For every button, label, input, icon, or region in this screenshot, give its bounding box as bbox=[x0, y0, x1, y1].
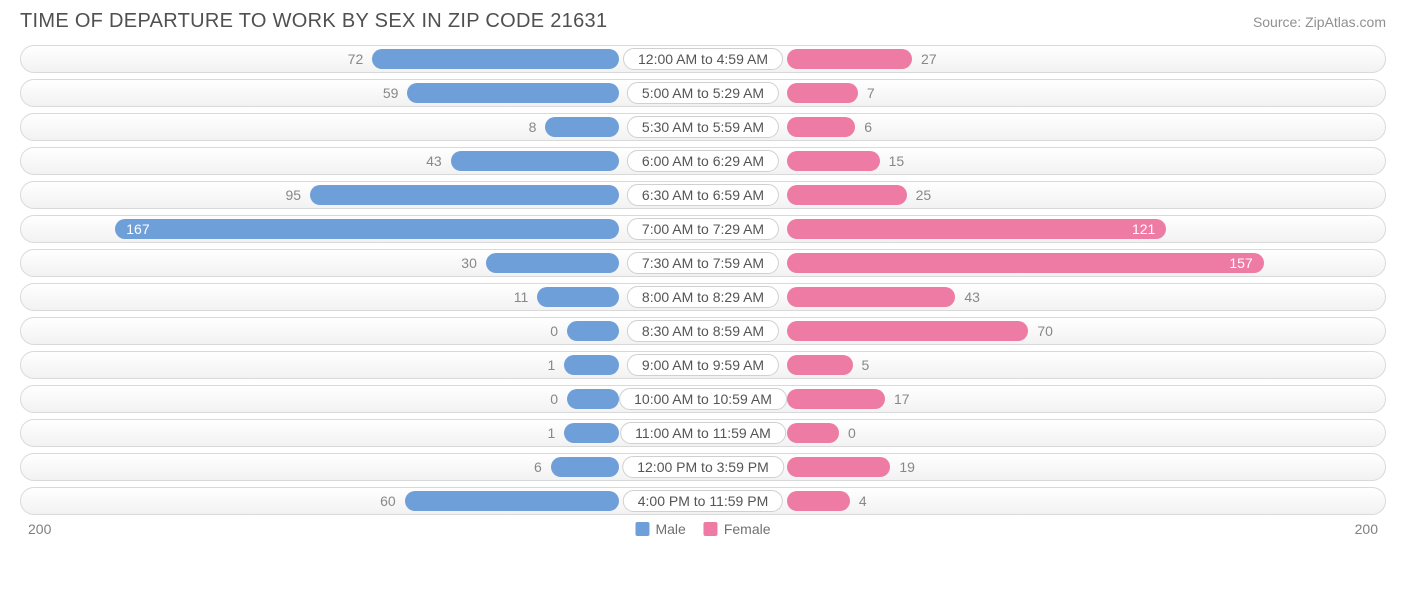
female-value: 70 bbox=[1037, 323, 1053, 339]
female-value: 6 bbox=[864, 119, 872, 135]
row-time-label: 6:30 AM to 6:59 AM bbox=[627, 184, 779, 206]
row-time-label: 7:00 AM to 7:29 AM bbox=[627, 218, 779, 240]
row-time-label: 10:00 AM to 10:59 AM bbox=[619, 388, 787, 410]
chart-row: 11 43 8:00 AM to 8:29 AM bbox=[20, 283, 1386, 311]
female-bar bbox=[787, 185, 907, 205]
chart-row: 8 6 5:30 AM to 5:59 AM bbox=[20, 113, 1386, 141]
legend-label: Female bbox=[724, 521, 771, 537]
chart-row: 43 15 6:00 AM to 6:29 AM bbox=[20, 147, 1386, 175]
male-value: 8 bbox=[529, 119, 537, 135]
male-value: 72 bbox=[348, 51, 364, 67]
legend-swatch bbox=[704, 522, 718, 536]
female-value: 4 bbox=[859, 493, 867, 509]
chart-row: 1 5 9:00 AM to 9:59 AM bbox=[20, 351, 1386, 379]
male-value: 95 bbox=[285, 187, 301, 203]
male-bar bbox=[405, 491, 619, 511]
row-time-label: 6:00 AM to 6:29 AM bbox=[627, 150, 779, 172]
female-bar bbox=[787, 389, 885, 409]
axis-row: 200 Male Female 200 bbox=[20, 521, 1386, 545]
row-time-label: 12:00 AM to 4:59 AM bbox=[623, 48, 783, 70]
row-time-label: 5:00 AM to 5:29 AM bbox=[627, 82, 779, 104]
chart-row: 0 70 8:30 AM to 8:59 AM bbox=[20, 317, 1386, 345]
female-value: 157 bbox=[1229, 255, 1252, 271]
female-bar bbox=[787, 321, 1028, 341]
male-bar bbox=[451, 151, 619, 171]
chart-row: 95 25 6:30 AM to 6:59 AM bbox=[20, 181, 1386, 209]
male-bar bbox=[564, 355, 619, 375]
male-bar bbox=[407, 83, 619, 103]
chart-row: 1 0 11:00 AM to 11:59 AM bbox=[20, 419, 1386, 447]
male-value: 0 bbox=[550, 391, 558, 407]
female-bar bbox=[787, 151, 880, 171]
female-value: 43 bbox=[964, 289, 980, 305]
female-bar bbox=[787, 219, 1166, 239]
male-bar bbox=[567, 321, 619, 341]
female-bar bbox=[787, 253, 1264, 273]
female-value: 121 bbox=[1132, 221, 1155, 237]
female-value: 5 bbox=[862, 357, 870, 373]
axis-max-left: 200 bbox=[28, 521, 51, 537]
male-bar bbox=[545, 117, 619, 137]
male-value: 6 bbox=[534, 459, 542, 475]
male-bar bbox=[115, 219, 619, 239]
row-time-label: 12:00 PM to 3:59 PM bbox=[622, 456, 784, 478]
diverging-bar-chart: 72 27 12:00 AM to 4:59 AM 59 7 5:00 AM to 5:2… bbox=[20, 45, 1386, 515]
female-bar bbox=[787, 287, 955, 307]
female-bar bbox=[787, 491, 850, 511]
row-time-label: 8:00 AM to 8:29 AM bbox=[627, 286, 779, 308]
female-value: 7 bbox=[867, 85, 875, 101]
row-time-label: 4:00 PM to 11:59 PM bbox=[623, 490, 783, 512]
male-bar bbox=[537, 287, 619, 307]
female-bar bbox=[787, 457, 890, 477]
female-value: 27 bbox=[921, 51, 937, 67]
male-bar bbox=[567, 389, 619, 409]
legend-item: Female bbox=[704, 521, 771, 537]
male-value: 167 bbox=[126, 221, 149, 237]
chart-row: 72 27 12:00 AM to 4:59 AM bbox=[20, 45, 1386, 73]
female-bar bbox=[787, 355, 853, 375]
male-value: 43 bbox=[426, 153, 442, 169]
female-value: 15 bbox=[889, 153, 905, 169]
male-bar bbox=[372, 49, 619, 69]
male-value: 59 bbox=[383, 85, 399, 101]
chart-row: 60 4 4:00 PM to 11:59 PM bbox=[20, 487, 1386, 515]
male-value: 30 bbox=[461, 255, 477, 271]
female-value: 17 bbox=[894, 391, 910, 407]
male-value: 1 bbox=[548, 425, 556, 441]
chart-row: 6 19 12:00 PM to 3:59 PM bbox=[20, 453, 1386, 481]
chart-row: 167 121 7:00 AM to 7:29 AM bbox=[20, 215, 1386, 243]
male-value: 11 bbox=[514, 289, 529, 305]
male-bar bbox=[564, 423, 619, 443]
chart-title: TIME OF DEPARTURE TO WORK BY SEX IN ZIP … bbox=[20, 10, 607, 33]
female-bar bbox=[787, 117, 855, 137]
legend-swatch bbox=[635, 522, 649, 536]
legend-item: Male bbox=[635, 521, 685, 537]
female-bar bbox=[787, 423, 839, 443]
male-value: 60 bbox=[380, 493, 396, 509]
row-time-label: 9:00 AM to 9:59 AM bbox=[627, 354, 779, 376]
female-value: 19 bbox=[899, 459, 915, 475]
row-time-label: 11:00 AM to 11:59 AM bbox=[620, 422, 786, 444]
chart-row: 59 7 5:00 AM to 5:29 AM bbox=[20, 79, 1386, 107]
female-bar bbox=[787, 49, 912, 69]
row-time-label: 5:30 AM to 5:59 AM bbox=[627, 116, 779, 138]
male-bar bbox=[486, 253, 619, 273]
legend: Male Female bbox=[635, 521, 770, 537]
female-bar bbox=[787, 83, 858, 103]
male-bar bbox=[551, 457, 619, 477]
row-time-label: 8:30 AM to 8:59 AM bbox=[627, 320, 779, 342]
chart-row: 30 157 7:30 AM to 7:59 AM bbox=[20, 249, 1386, 277]
male-bar bbox=[310, 185, 619, 205]
legend-label: Male bbox=[655, 521, 685, 537]
chart-source: Source: ZipAtlas.com bbox=[1253, 14, 1386, 30]
row-time-label: 7:30 AM to 7:59 AM bbox=[627, 252, 779, 274]
male-value: 1 bbox=[548, 357, 556, 373]
axis-max-right: 200 bbox=[1355, 521, 1378, 537]
male-value: 0 bbox=[550, 323, 558, 339]
chart-row: 0 17 10:00 AM to 10:59 AM bbox=[20, 385, 1386, 413]
female-value: 0 bbox=[848, 425, 856, 441]
female-value: 25 bbox=[916, 187, 932, 203]
